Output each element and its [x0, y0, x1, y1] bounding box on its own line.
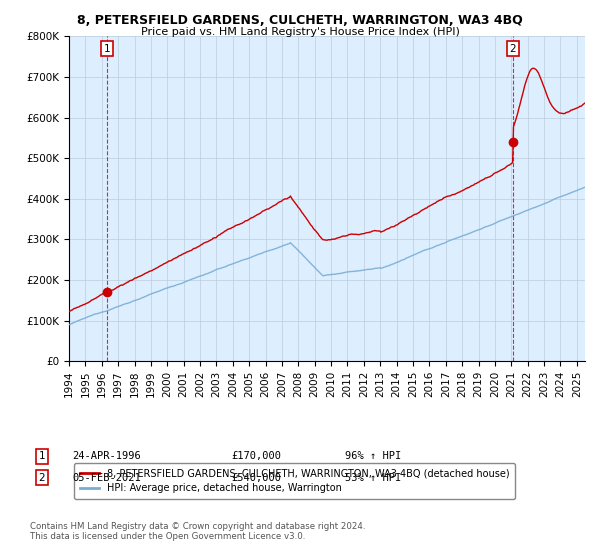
- Text: 53% ↑ HPI: 53% ↑ HPI: [345, 473, 401, 483]
- Text: £170,000: £170,000: [231, 451, 281, 461]
- Text: 05-FEB-2021: 05-FEB-2021: [72, 473, 141, 483]
- Text: Contains HM Land Registry data © Crown copyright and database right 2024.
This d: Contains HM Land Registry data © Crown c…: [30, 522, 365, 542]
- Text: £540,000: £540,000: [231, 473, 281, 483]
- Text: 1: 1: [38, 451, 46, 461]
- Text: 8, PETERSFIELD GARDENS, CULCHETH, WARRINGTON, WA3 4BQ: 8, PETERSFIELD GARDENS, CULCHETH, WARRIN…: [77, 14, 523, 27]
- Text: Price paid vs. HM Land Registry's House Price Index (HPI): Price paid vs. HM Land Registry's House …: [140, 27, 460, 37]
- Text: 24-APR-1996: 24-APR-1996: [72, 451, 141, 461]
- Text: 1: 1: [104, 44, 110, 54]
- Legend: 8, PETERSFIELD GARDENS, CULCHETH, WARRINGTON, WA3 4BQ (detached house), HPI: Ave: 8, PETERSFIELD GARDENS, CULCHETH, WARRIN…: [74, 463, 515, 500]
- Text: 2: 2: [38, 473, 46, 483]
- Text: 2: 2: [509, 44, 516, 54]
- Text: 96% ↑ HPI: 96% ↑ HPI: [345, 451, 401, 461]
